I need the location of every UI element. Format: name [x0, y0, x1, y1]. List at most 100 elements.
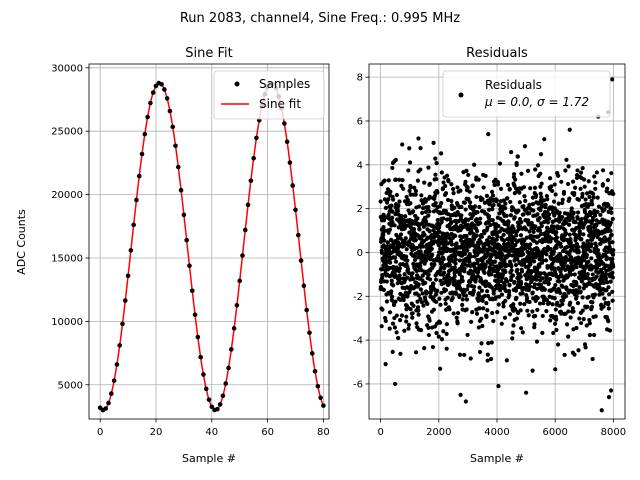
- residual-point: [453, 261, 458, 266]
- residual-point: [535, 286, 540, 291]
- residual-point: [420, 210, 425, 215]
- residual-point: [515, 154, 520, 159]
- residual-point: [604, 255, 609, 260]
- residual-point: [398, 251, 403, 256]
- residual-outlier: [599, 408, 604, 413]
- residual-point: [610, 216, 615, 222]
- residual-point: [510, 230, 515, 235]
- residual-point: [479, 316, 484, 321]
- residual-point: [507, 312, 513, 317]
- residual-point: [427, 229, 432, 234]
- residual-point: [607, 328, 613, 333]
- residual-point: [548, 184, 554, 189]
- residual-outlier: [567, 127, 572, 132]
- residual-point: [581, 177, 587, 182]
- residual-point: [536, 234, 541, 239]
- residual-point: [494, 237, 499, 242]
- legend-residuals-label: Residuals: [485, 78, 542, 92]
- residual-point: [511, 323, 516, 328]
- residual-point: [426, 332, 431, 338]
- residual-point: [551, 199, 557, 204]
- residual-point: [554, 235, 560, 240]
- residual-point: [540, 276, 545, 281]
- residual-point: [534, 277, 539, 282]
- residual-point: [559, 214, 565, 220]
- residual-point: [590, 272, 595, 277]
- residual-point: [444, 322, 449, 327]
- residual-point: [404, 319, 409, 324]
- residual-point: [530, 368, 535, 373]
- residual-point: [385, 240, 390, 245]
- residual-point: [589, 198, 594, 203]
- residual-point: [499, 292, 505, 297]
- residual-point: [489, 340, 494, 345]
- sample-point: [131, 222, 136, 228]
- residual-point: [550, 302, 555, 307]
- sample-point: [176, 164, 181, 170]
- residual-point: [502, 258, 507, 263]
- residual-point: [463, 207, 468, 212]
- residual-point: [415, 305, 421, 310]
- figure-title: Run 2083, channel4, Sine Freq.: 0.995 MH…: [180, 11, 460, 26]
- residual-point: [489, 189, 495, 194]
- residual-point: [430, 252, 435, 257]
- residual-point: [466, 217, 471, 222]
- residual-point: [530, 202, 535, 207]
- residual-point: [457, 272, 462, 277]
- residuals-ytick-label: 2: [357, 204, 363, 215]
- residual-point: [433, 277, 439, 282]
- residual-point: [592, 292, 598, 297]
- residual-point: [610, 298, 615, 303]
- residual-point: [548, 247, 553, 252]
- residual-point: [577, 276, 582, 281]
- residual-point: [388, 189, 393, 194]
- residual-point: [466, 283, 471, 288]
- residual-point: [383, 362, 388, 367]
- residual-point: [578, 289, 583, 294]
- residual-point: [465, 185, 470, 190]
- residual-point: [518, 233, 524, 238]
- residual-point: [519, 171, 524, 176]
- residual-point: [584, 191, 590, 196]
- residual-point: [590, 356, 595, 362]
- residual-point: [499, 321, 504, 326]
- sample-point: [242, 227, 248, 233]
- residual-point: [426, 204, 431, 210]
- sine-fit-ytick-label: 15000: [51, 253, 83, 264]
- residual-point: [485, 289, 490, 294]
- residual-point: [605, 186, 610, 191]
- residual-point: [431, 307, 436, 312]
- residual-point: [544, 252, 549, 257]
- residuals-data: [378, 77, 616, 413]
- residual-point: [526, 287, 531, 293]
- residual-point: [484, 193, 490, 198]
- residual-point: [540, 313, 545, 319]
- residual-outlier: [463, 399, 468, 404]
- sample-point: [254, 135, 259, 141]
- residual-point: [533, 192, 539, 198]
- residual-point: [470, 310, 475, 315]
- residual-point: [603, 275, 608, 280]
- residual-point: [552, 286, 557, 291]
- residual-point: [428, 277, 433, 282]
- residual-point: [555, 300, 560, 305]
- residual-point: [533, 254, 538, 260]
- residual-point: [467, 189, 472, 194]
- residual-point: [445, 241, 451, 246]
- residual-point: [509, 264, 514, 269]
- residual-point: [390, 215, 395, 220]
- residual-point: [609, 171, 614, 176]
- residual-point: [568, 315, 573, 320]
- residual-point: [393, 299, 398, 304]
- residual-point: [511, 302, 516, 307]
- residual-point: [416, 308, 421, 313]
- residual-point: [493, 295, 499, 300]
- residual-point: [491, 202, 496, 208]
- residual-point: [483, 262, 488, 267]
- residual-point: [515, 256, 520, 262]
- residual-point: [539, 181, 544, 186]
- residual-point: [487, 235, 492, 240]
- residual-point: [576, 244, 581, 250]
- residual-point: [571, 309, 576, 314]
- residual-point: [579, 237, 584, 242]
